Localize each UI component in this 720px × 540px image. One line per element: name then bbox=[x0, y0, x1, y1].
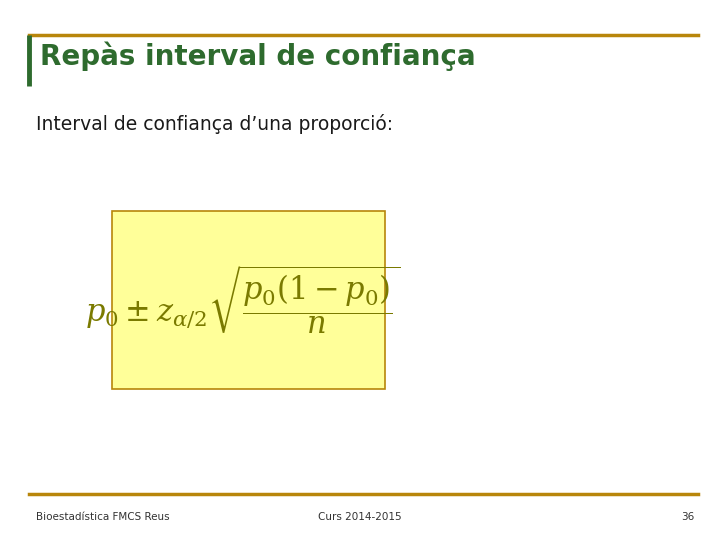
Text: Bioestadística FMCS Reus: Bioestadística FMCS Reus bbox=[36, 512, 170, 522]
Text: Interval de confiança d’una proporció:: Interval de confiança d’una proporció: bbox=[36, 114, 393, 134]
Text: Repàs interval de confiança: Repàs interval de confiança bbox=[40, 42, 475, 71]
Text: Curs 2014-2015: Curs 2014-2015 bbox=[318, 512, 402, 522]
FancyBboxPatch shape bbox=[112, 211, 385, 389]
Text: 36: 36 bbox=[682, 512, 695, 522]
Text: $p_0 \pm z_{\alpha/2}\sqrt{\dfrac{p_0(1-p_0)}{n}}$: $p_0 \pm z_{\alpha/2}\sqrt{\dfrac{p_0(1-… bbox=[85, 264, 400, 336]
